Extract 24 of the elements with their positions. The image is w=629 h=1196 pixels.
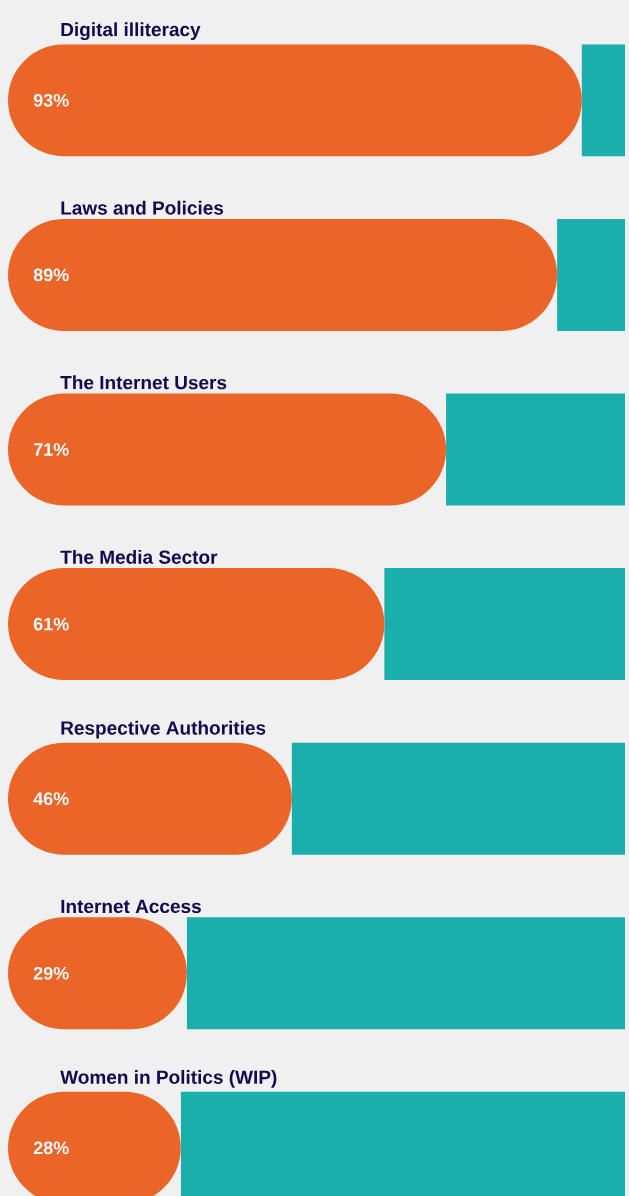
data-label: 46% [33, 792, 69, 806]
bar [8, 393, 447, 506]
bar [446, 393, 626, 506]
data-label: 93% [33, 93, 69, 107]
y-tick-label: Laws and Policies [61, 200, 224, 215]
y-tick-label: The Media Sector [60, 549, 218, 564]
bar [186, 917, 626, 1030]
bar [581, 44, 626, 157]
bar [557, 218, 626, 331]
data-label: 89% [33, 268, 69, 282]
bar [8, 44, 582, 157]
data-label: 61% [33, 617, 69, 631]
y-tick-label: The Internet Users [60, 375, 227, 390]
y-tick-label: Respective Authorities [61, 720, 266, 739]
bar [8, 218, 558, 331]
bar [8, 568, 385, 681]
bar [291, 742, 626, 855]
y-tick-label: Women in Politics (WIP) [60, 1069, 277, 1088]
data-label: 29% [33, 966, 69, 980]
bar [384, 568, 626, 681]
data-label: 71% [33, 443, 69, 456]
y-tick-label: Digital illiteracy [61, 22, 201, 41]
y-tick-label: Internet Access [61, 899, 201, 914]
data-label: 28% [33, 1141, 69, 1155]
